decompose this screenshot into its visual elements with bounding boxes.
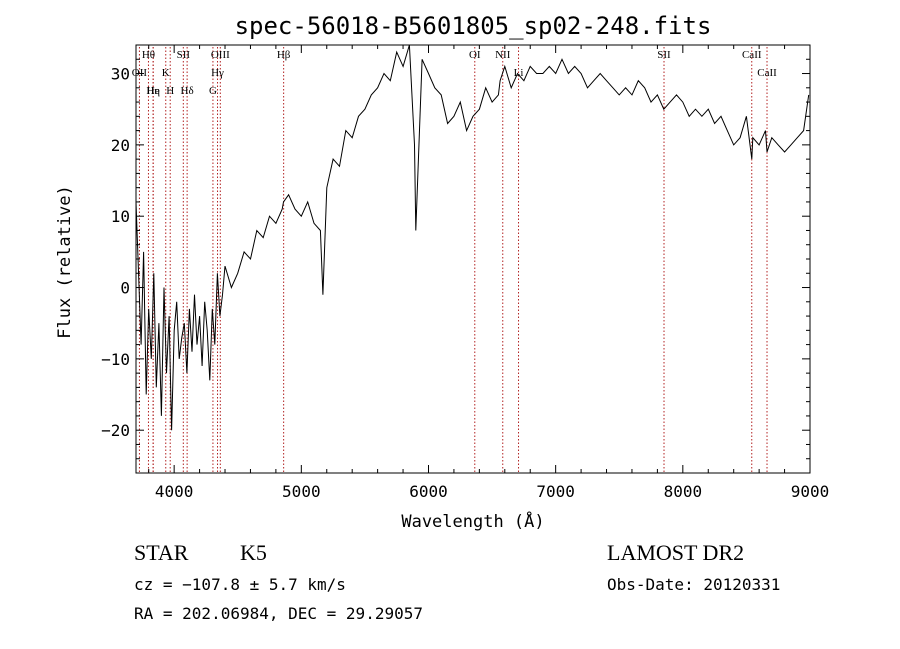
line-marker-label: Hγ [211,67,224,79]
line-marker-label: SII [657,49,671,61]
line-marker-label: CaII [757,67,777,79]
y-tick-label: −20 [101,421,130,440]
line-marker-label: G [209,85,217,97]
line-marker-label: Li [514,67,524,79]
line-marker-label: Hβ [277,49,291,61]
x-axis-label: Wavelength (Å) [401,510,544,532]
line-marker-label: OII [132,67,148,79]
obs-date-text: Obs-Date: 20120331 [607,575,780,594]
y-tick-label: 20 [111,136,130,155]
y-tick-label: −10 [101,350,130,369]
spectrum-line [135,44,810,431]
x-tick-label: 8000 [664,482,703,501]
line-marker-label: H [166,85,174,97]
line-marker-label: He [147,85,160,97]
line-marker-label: OIII [211,49,230,61]
x-axis: 4000 5000 6000 7000 8000 9000 [148,45,830,501]
line-marker-label: K [162,67,170,79]
y-tick-label: 10 [111,207,130,226]
line-marker-label: Hη [146,85,160,97]
line-marker-label: CaII [742,49,762,61]
line-marker-label: NII [495,49,511,61]
y-tick-label: 0 [120,279,130,298]
y-axis-label: Flux (relative) [55,185,75,339]
redshift-text: cz = −107.8 ± 5.7 km/s [134,575,346,594]
survey-label: LAMOST DR2 [607,540,744,565]
y-axis: −20 −10 0 10 20 30 [101,44,810,460]
coords-text: RA = 202.06984, DEC = 29.29057 [134,604,423,623]
x-tick-label: 7000 [536,482,575,501]
line-marker-label: Hδ [181,85,194,97]
x-tick-label: 9000 [791,482,830,501]
x-tick-label: 5000 [282,482,321,501]
line-marker-label: Hθ [142,49,155,61]
plot-frame [135,44,811,474]
y-tick-label: 30 [111,65,130,84]
x-tick-label: 4000 [155,482,194,501]
line-marker-label: OI [469,49,481,61]
object-subclass: K5 [240,540,267,565]
line-markers [138,47,768,473]
object-class: STAR [134,540,189,565]
line-marker-label: SII [177,49,191,61]
x-tick-label: 6000 [409,482,448,501]
chart-title: spec-56018-B5601805_sp02-248.fits [235,12,712,40]
